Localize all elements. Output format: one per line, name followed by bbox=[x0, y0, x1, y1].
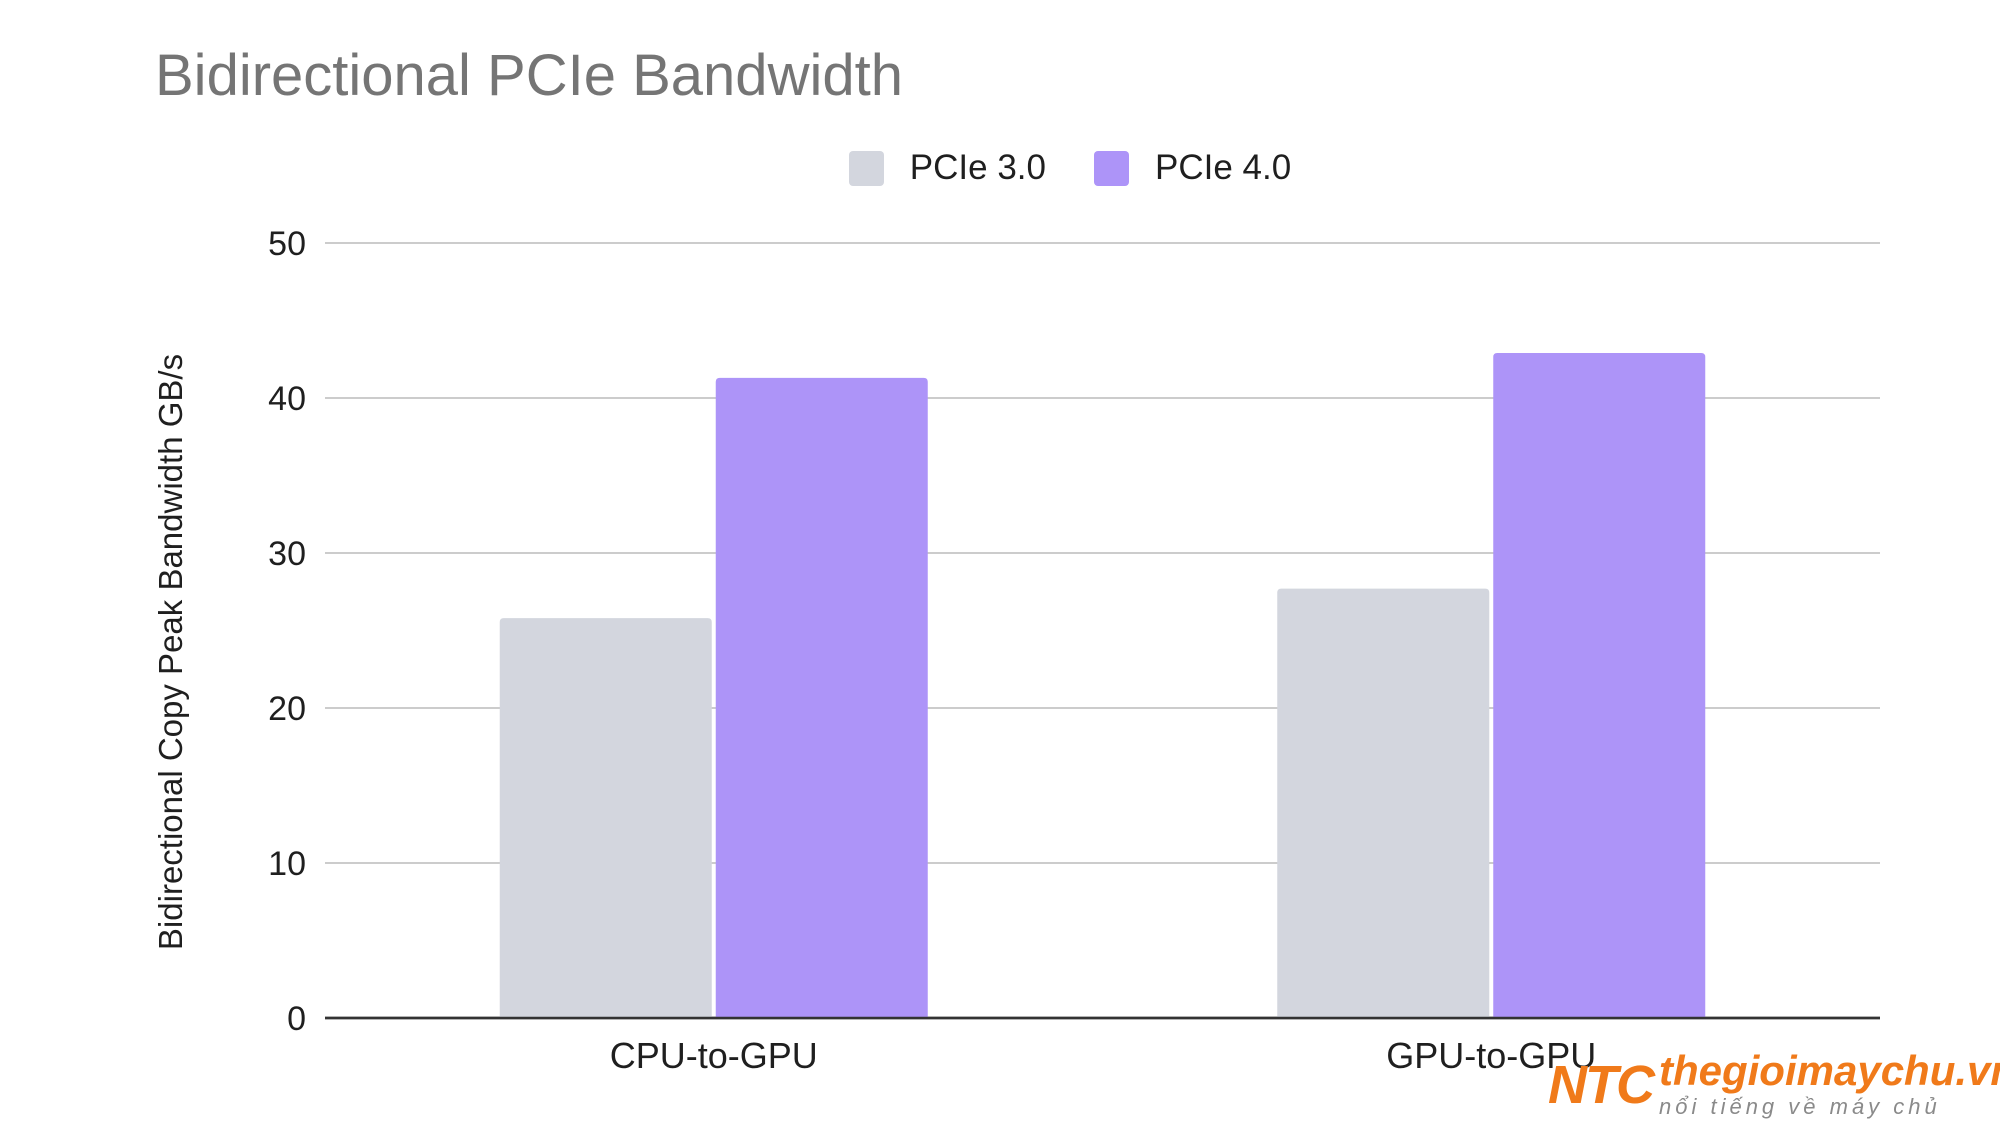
chart-title: Bidirectional PCIe Bandwidth bbox=[155, 43, 903, 108]
legend-item-pcie4: PCIe 4.0 bbox=[1094, 148, 1291, 188]
bar-gpu-to-gpu-pcie-4-0 bbox=[1493, 353, 1706, 1018]
y-tick-labels: 0 10 20 30 40 50 bbox=[268, 225, 306, 1038]
logo-site: thegioimaychu.vn bbox=[1658, 1047, 2000, 1094]
bar-cpu-to-gpu-pcie-4-0 bbox=[715, 377, 928, 1019]
x-tick-labels: CPU-to-GPU GPU-to-GPU bbox=[610, 1035, 1597, 1076]
legend-item-pcie3: PCIe 3.0 bbox=[848, 148, 1046, 188]
legend-label-pcie4: PCIe 4.0 bbox=[1155, 148, 1292, 187]
legend-swatch-pcie4 bbox=[1094, 150, 1129, 186]
y-tick-label: 10 bbox=[268, 845, 306, 883]
bar-gpu-to-gpu-pcie-3-0 bbox=[1277, 588, 1490, 1018]
y-tick-label: 30 bbox=[268, 535, 306, 573]
y-tick-label: 20 bbox=[268, 690, 306, 728]
logo-slogan: nổi tiếng về máy chủ bbox=[1658, 1094, 1941, 1119]
chart-legend: PCIe 3.0 PCIe 4.0 bbox=[0, 148, 2000, 188]
x-tick-label: GPU-to-GPU bbox=[1386, 1035, 1596, 1076]
watermark-logo: NTC thegioimaychu.vn nổi tiếng về máy ch… bbox=[1548, 1050, 2000, 1120]
bars bbox=[325, 353, 1880, 1020]
y-tick-label: 0 bbox=[287, 1000, 306, 1038]
legend-swatch-pcie3 bbox=[848, 150, 884, 186]
y-tick-label: 50 bbox=[268, 225, 306, 263]
legend-label-pcie3: PCIe 3.0 bbox=[909, 148, 1046, 187]
y-axis-label: Bidirectional Copy Peak Bandwidth GB/s bbox=[152, 354, 189, 950]
x-tick-label: CPU-to-GPU bbox=[610, 1035, 818, 1076]
bar-cpu-to-gpu-pcie-3-0 bbox=[499, 618, 712, 1018]
logo-brand: NTC bbox=[1548, 1055, 1655, 1115]
y-tick-label: 40 bbox=[268, 380, 306, 418]
